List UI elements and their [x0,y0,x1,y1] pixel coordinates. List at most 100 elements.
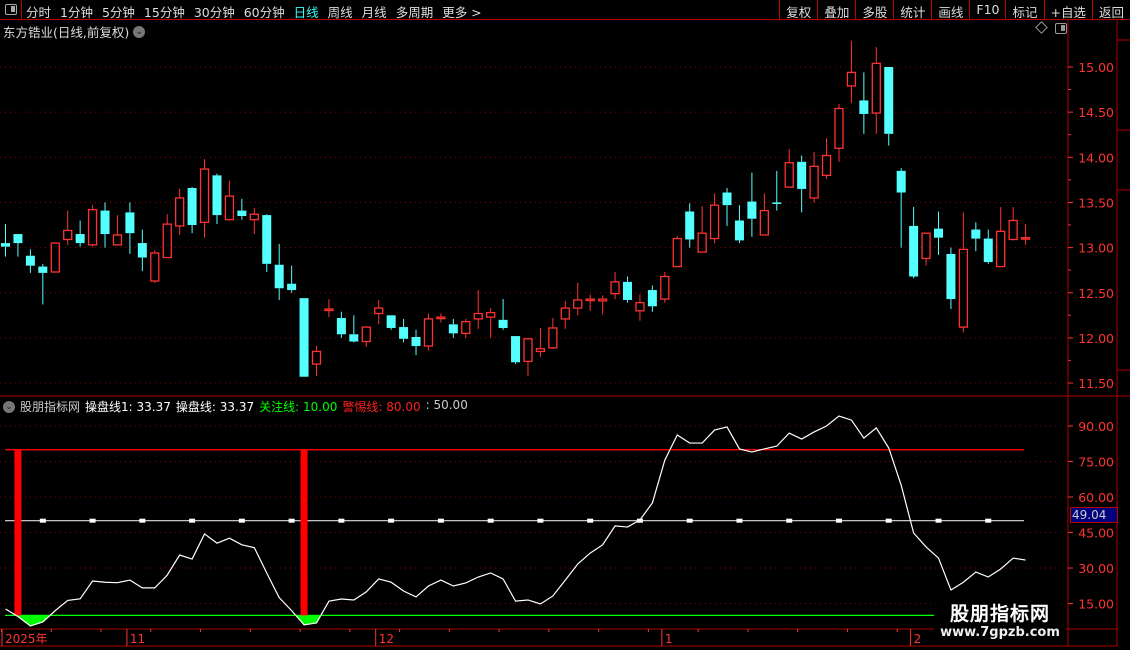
candle-body [436,316,446,320]
date-label: 1 [665,632,673,646]
period-tabs: 分时 1分钟 5分钟 15分钟 30分钟 60分钟 日线 周线 月线 多周期 更多 > [26,2,491,21]
candle-body [411,336,421,347]
indicator-tick-label: 30.00 [1078,561,1114,576]
legend-label: : [425,398,430,412]
candle-body [958,248,969,328]
candle-body [1008,219,1018,241]
toolbar-button-1[interactable]: 叠加 [817,0,855,20]
candle-body [1020,237,1031,240]
candle-body [50,242,60,273]
tab-5[interactable]: 60分钟 [243,5,285,20]
candle-body [336,318,346,335]
tab-10[interactable]: 更多 > [442,5,482,20]
tab-6[interactable]: 日线 [293,5,319,20]
candle-body [498,319,508,328]
mid-line-marker [835,518,842,523]
tab-4[interactable]: 30分钟 [193,5,235,20]
price-tick-label: 11.50 [1078,376,1114,391]
price-tick-label: 14.50 [1078,105,1114,120]
toolbar-button-3[interactable]: 统计 [893,0,931,20]
legend-label: 警惕线: [342,400,383,414]
toolbar-button-2[interactable]: 多股 [855,0,893,20]
toolbar-button-4[interactable]: 画线 [931,0,969,20]
toolbar-button-6[interactable]: 标记 [1005,0,1043,20]
candle-body [274,264,284,289]
price-tick-label: 12.50 [1078,286,1114,301]
candle-body [249,213,259,221]
tab-2[interactable]: 5分钟 [101,5,135,20]
legend-value: 33.37 [219,400,255,414]
candle-body [112,234,123,246]
price-tick-label: 13.00 [1078,241,1114,256]
candle-body [672,237,682,268]
candle-body [573,299,583,309]
mid-line-marker [487,518,494,523]
indicator-tick-label: 15.00 [1078,597,1114,612]
candle-body [199,168,210,223]
panel-toggle-icon[interactable] [1055,23,1067,34]
price-tick-label: 14.00 [1078,150,1114,165]
candle-body [747,201,757,219]
tab-9[interactable]: 多周期 [395,5,434,20]
toolbar-button-5[interactable]: F10 [969,0,1005,20]
indicator-tick-label: 60.00 [1078,490,1114,505]
tab-3[interactable]: 15分钟 [143,5,185,20]
candle-body [921,232,931,260]
mid-line-marker [587,518,594,523]
candle-body [585,298,595,302]
chevron-down-icon[interactable]: ⌄ [3,400,15,413]
candle-body [311,350,322,365]
watermark-title: 股朋指标网 [949,603,1050,625]
panel-toggle-icon[interactable] [0,0,22,20]
tab-7[interactable]: 周线 [327,5,353,20]
candle-body [896,170,906,193]
candle-body [125,212,135,234]
candle-body [212,175,222,216]
candle-body [859,100,869,114]
indicator-name: 股朋指标网 [20,400,81,414]
mid-line-marker [686,518,693,523]
legend-item: 操盘线1: 33.37 [85,398,171,415]
signal-bar [300,449,308,616]
legend-label: 关注线: [259,400,300,414]
legend-value: 33.37 [136,400,171,414]
watermark: 股朋指标网 www.7gpzb.com [934,603,1066,641]
candle-body [635,302,645,312]
indicator-tick-label: 75.00 [1078,455,1114,470]
candle-body [349,334,359,342]
mid-line-marker [189,518,196,523]
chevron-down-icon[interactable]: ⌄ [133,25,146,38]
price-tick-label: 15.00 [1078,60,1114,75]
candle-body [75,234,85,244]
candle-body [399,327,409,339]
candle-body [473,312,483,320]
candle-body [150,252,160,282]
candle-body [137,243,147,258]
candle-body [709,204,720,240]
legend-value: 10.00 [303,400,338,414]
legend-item: 警惕线: 80.00 [342,398,420,415]
toolbar-button-8[interactable]: 返回 [1091,0,1130,20]
candle-body [884,67,894,134]
legend-value: 80.00 [386,400,421,414]
mid-line-marker [736,518,743,523]
watermark-url: www.7gpzb.com [940,625,1060,640]
toolbar-button-7[interactable]: +自选 [1043,0,1092,20]
mid-line-marker [139,518,146,523]
tab-8[interactable]: 月线 [361,5,387,20]
tab-0[interactable]: 分时 [26,5,52,20]
candle-body [722,192,732,206]
candle-body [934,228,943,238]
mid-line-marker [437,518,444,523]
mid-line-marker [39,518,46,523]
mid-line-marker [288,518,295,523]
toolbar-button-0[interactable]: 复权 [779,0,817,20]
tab-1[interactable]: 1分钟 [60,5,93,20]
indicator-header: ⌄ 股朋指标网 操盘线1: 33.37 操盘线: 33.37 关注线: 10.00 警… [3,398,468,415]
candle-body [87,209,98,246]
candle-body [623,281,632,300]
candle-body [647,290,657,307]
indicator-legend: 操盘线1: 33.37 操盘线: 33.37 关注线: 10.00 警惕线: 80.0… [85,398,468,415]
candle-body [63,229,73,241]
